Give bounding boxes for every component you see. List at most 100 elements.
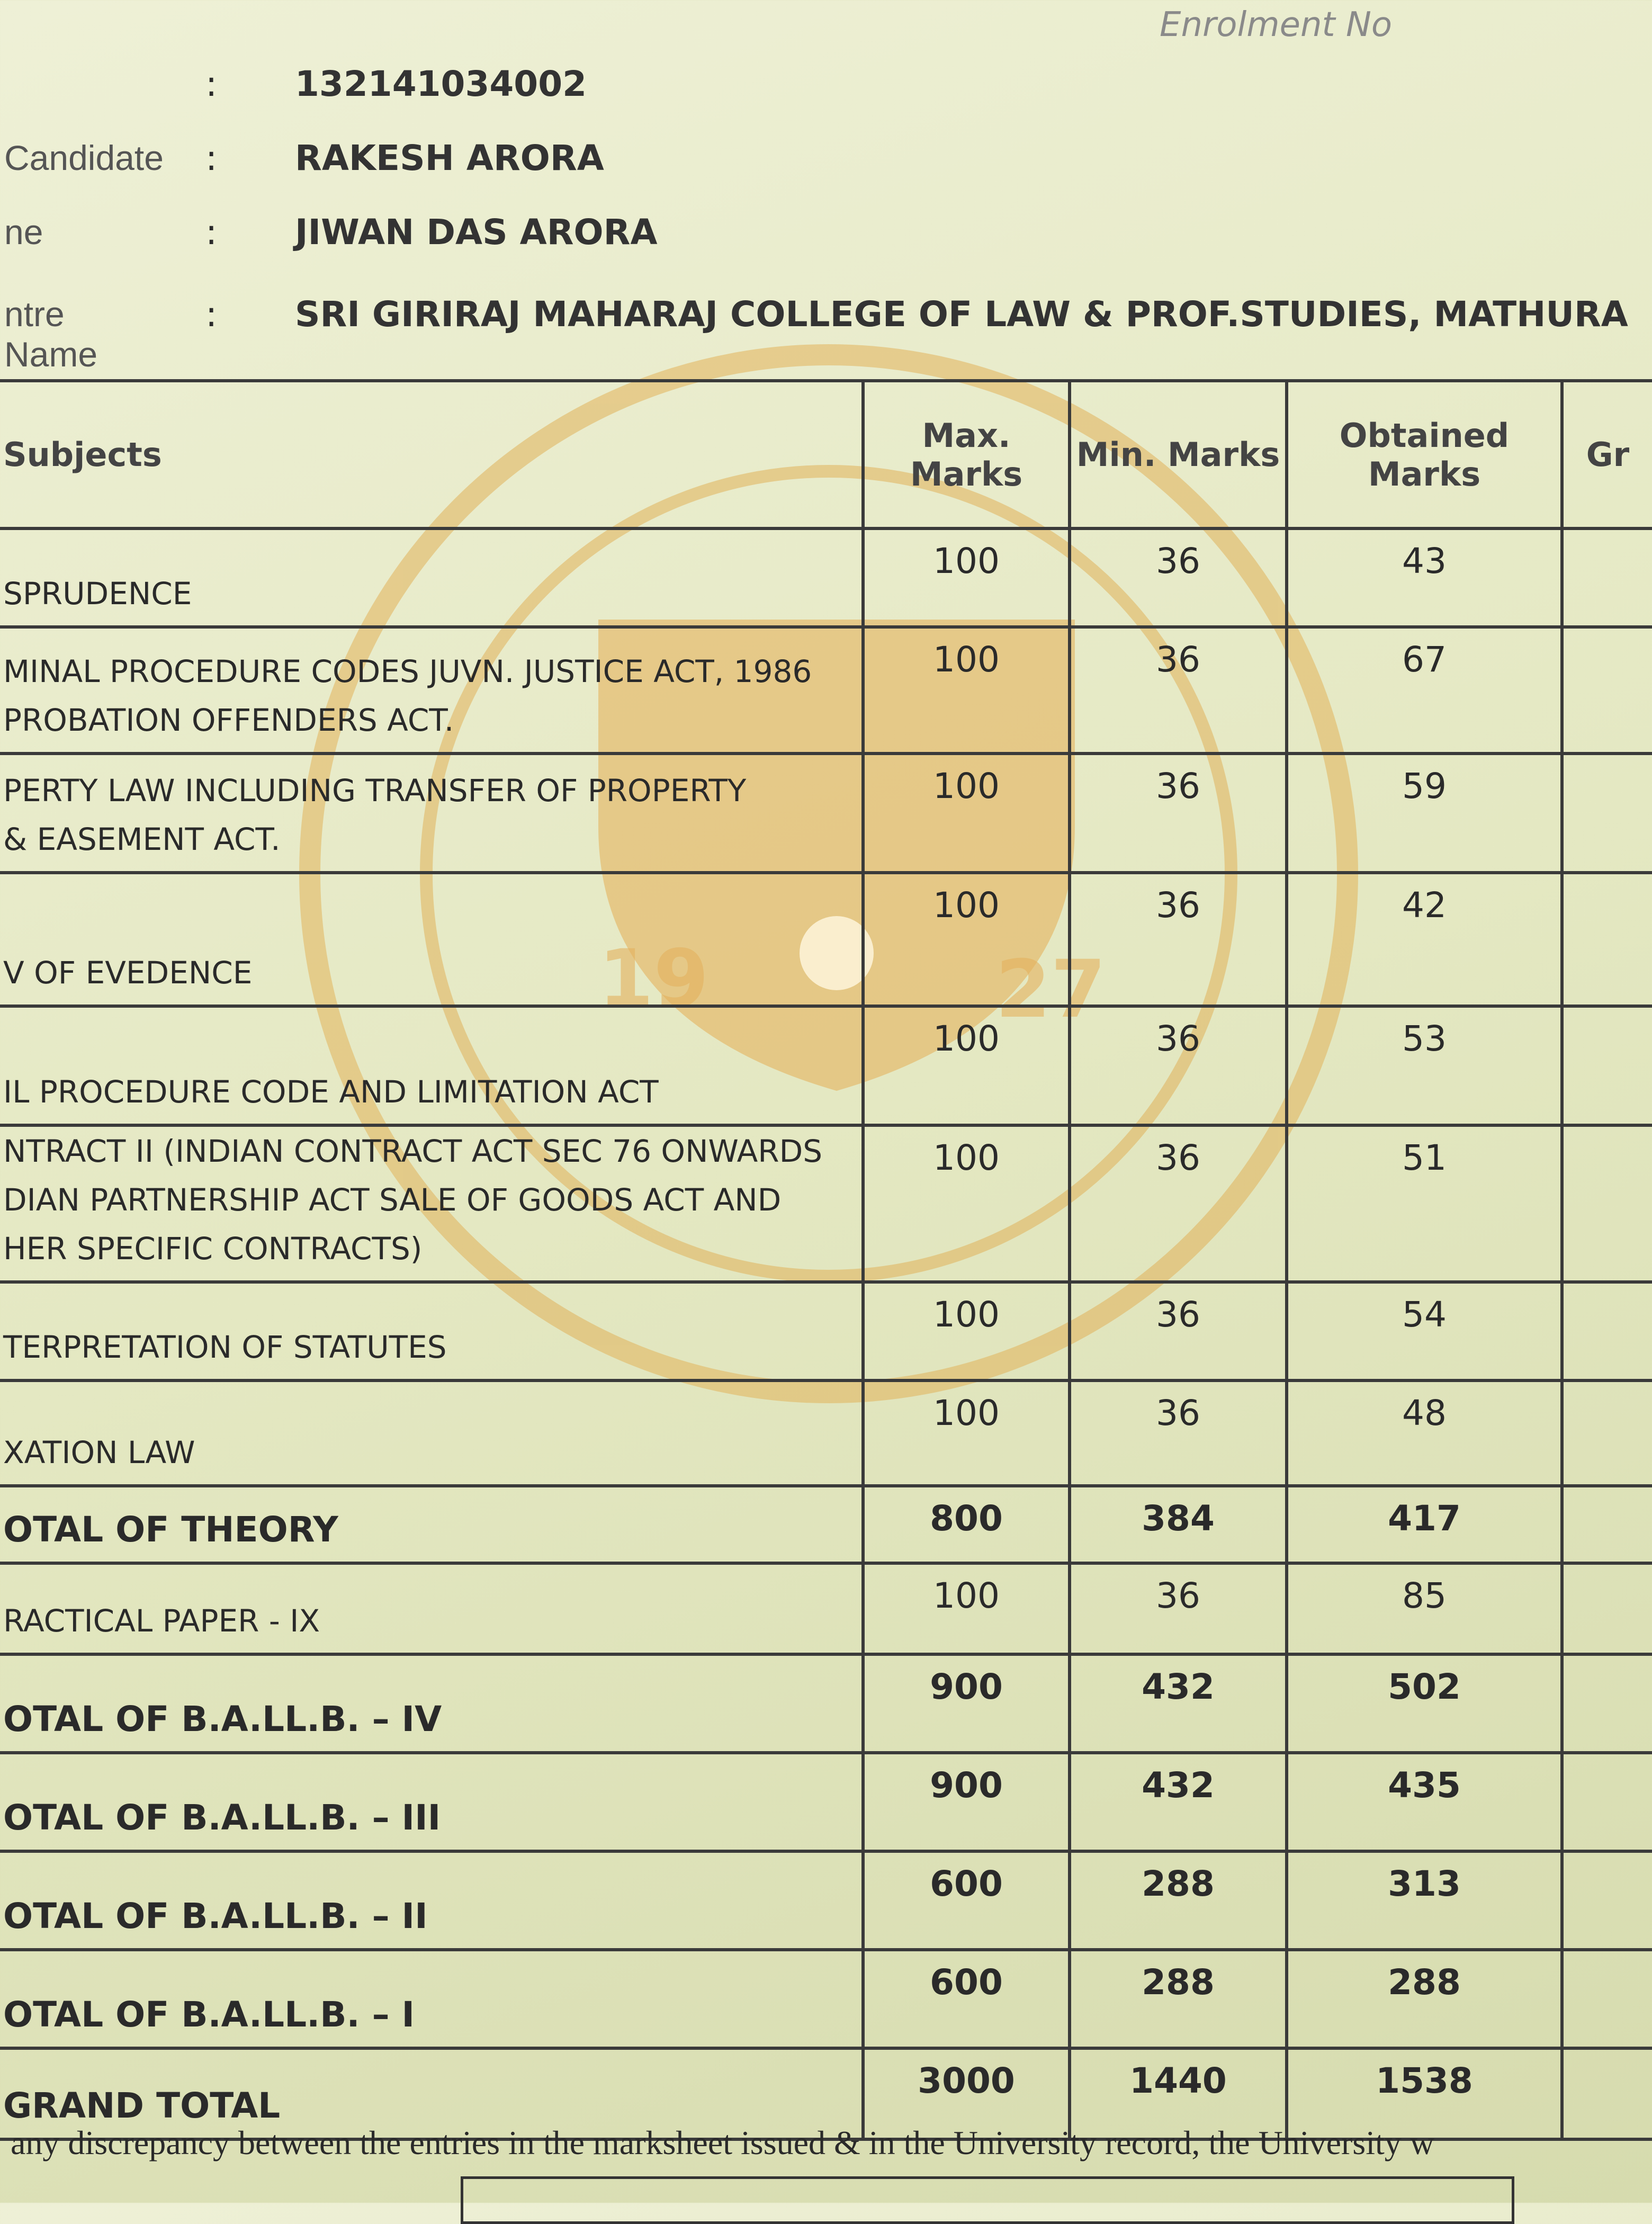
min-marks: 432 [1068,1653,1288,1754]
subject-line: XATION LAW [3,1434,195,1470]
obtained-marks: 42 [1285,871,1564,1008]
grade-cell [1560,1484,1652,1565]
column-header: Obtained Marks [1285,379,1564,530]
grade-cell [1560,1379,1652,1487]
subject-line: MINAL PROCEDURE CODES JUVN. JUSTICE ACT,… [3,653,812,689]
table-row: OTAL OF B.A.LL.B. – IV 900 432 502 [0,1653,1652,1754]
obtained-marks: 48 [1285,1379,1564,1487]
grade-cell [1560,527,1652,629]
subject-line: V OF EVEDENCE [3,955,253,991]
max-marks: 100 [861,1280,1071,1382]
max-marks: 900 [861,1653,1071,1754]
min-marks: 36 [1068,1379,1288,1487]
min-marks: 36 [1068,1124,1288,1284]
table-row: IL PROCEDURE CODE AND LIMITATION ACT 100 3… [0,1005,1652,1127]
min-marks: 36 [1068,1562,1288,1656]
min-marks: 288 [1068,1948,1288,2050]
obtained-marks: 288 [1285,1948,1564,2050]
max-marks: 100 [861,625,1071,755]
subject-cell: GRAND TOTAL [0,2047,865,2141]
subject-line: & EASEMENT ACT. [3,821,281,857]
subject-line: OTAL OF B.A.LL.B. – II [3,1896,428,1936]
subject-line: IL PROCEDURE CODE AND LIMITATION ACT [3,1074,659,1110]
table-row: OTAL OF B.A.LL.B. – II 600 288 313 [0,1850,1652,1951]
subject-line: TERPRETATION OF STATUTES [3,1329,447,1365]
marks-table: Subjects Max. Marks Min. Marks Obtained Mar… [0,379,1652,2141]
field-value: RAKESH ARORA [295,138,604,178]
table-row: PERTY LAW INCLUDING TRANSFER OF PROPERTY… [0,752,1652,874]
field-value: 132141034002 [295,64,587,104]
grade-cell [1560,1948,1652,2050]
max-marks: 100 [861,1005,1071,1127]
max-marks: 3000 [861,2047,1071,2141]
table-row: SPRUDENCE 100 36 43 [0,527,1652,629]
column-header: Subjects [0,379,865,530]
field-value: JIWAN DAS ARORA [295,212,658,253]
min-marks: 36 [1068,1280,1288,1382]
table-row: OTAL OF THEORY 800 384 417 [0,1484,1652,1565]
subject-cell: MINAL PROCEDURE CODES JUVN. JUSTICE ACT,… [0,625,865,755]
field-label: Candidate [4,138,164,177]
table-row: GRAND TOTAL 3000 1440 1538 [0,2047,1652,2141]
obtained-marks: 313 [1285,1850,1564,1951]
table-row: MINAL PROCEDURE CODES JUVN. JUSTICE ACT,… [0,625,1652,755]
max-marks: 100 [861,1379,1071,1487]
min-marks: 36 [1068,527,1288,629]
colon: : [205,212,218,253]
subject-line: HER SPECIFIC CONTRACTS) [3,1231,423,1267]
min-marks: 36 [1068,1005,1288,1127]
max-marks: 600 [861,1850,1071,1951]
subject-cell: V OF EVEDENCE [0,871,865,1008]
colon: : [205,138,218,178]
table-row: NTRACT II (INDIAN CONTRACT ACT SEC 76 ON… [0,1124,1652,1284]
subject-cell: OTAL OF B.A.LL.B. – I [0,1948,865,2050]
subject-cell: OTAL OF B.A.LL.B. – IV [0,1653,865,1754]
min-marks: 36 [1068,752,1288,874]
subject-cell: NTRACT II (INDIAN CONTRACT ACT SEC 76 ON… [0,1124,865,1284]
obtained-marks: 54 [1285,1280,1564,1382]
max-marks: 900 [861,1751,1071,1853]
grade-cell [1560,1653,1652,1754]
footer-note: any discrepancy between the entries in t… [11,2124,1434,2162]
grade-cell [1560,1751,1652,1853]
subject-line: OTAL OF B.A.LL.B. – III [3,1797,441,1838]
subject-line: OTAL OF B.A.LL.B. – I [3,1994,415,2035]
min-marks: 36 [1068,625,1288,755]
max-marks: 800 [861,1484,1071,1565]
field-value: SRI GIRIRAJ MAHARAJ COLLEGE OF LAW & PRO… [295,294,1628,335]
grade-cell [1560,1562,1652,1656]
grade-cell [1560,1005,1652,1127]
subject-line: DIAN PARTNERSHIP ACT SALE OF GOODS ACT A… [3,1182,782,1218]
grade-cell [1560,625,1652,755]
max-marks: 100 [861,1124,1071,1284]
subject-line: OTAL OF B.A.LL.B. – IV [3,1699,442,1739]
subject-line: SPRUDENCE [3,576,192,612]
max-marks: 600 [861,1948,1071,2050]
min-marks: 1440 [1068,2047,1288,2141]
grade-cell [1560,1850,1652,1951]
grade-cell [1560,1280,1652,1382]
subject-cell: PERTY LAW INCLUDING TRANSFER OF PROPERTY… [0,752,865,874]
subject-cell: OTAL OF THEORY [0,1484,865,1565]
colon: : [205,294,218,335]
grade-cell [1560,1124,1652,1284]
min-marks: 288 [1068,1850,1288,1951]
max-marks: 100 [861,527,1071,629]
max-marks: 100 [861,871,1071,1008]
subject-cell: IL PROCEDURE CODE AND LIMITATION ACT [0,1005,865,1127]
subject-line: NTRACT II (INDIAN CONTRACT ACT SEC 76 ON… [3,1133,823,1169]
column-header: Min. Marks [1068,379,1288,530]
grade-cell [1560,2047,1652,2141]
obtained-marks: 51 [1285,1124,1564,1284]
subject-cell: RACTICAL PAPER - IX [0,1562,865,1656]
subject-line: PROBATION OFFENDERS ACT. [3,702,454,738]
subject-line: OTAL OF THEORY [3,1509,338,1550]
min-marks: 36 [1068,871,1288,1008]
min-marks: 384 [1068,1484,1288,1565]
column-header: Max. Marks [861,379,1071,530]
table-row: XATION LAW 100 36 48 [0,1379,1652,1487]
signature-box [461,2176,1514,2224]
subject-cell: TERPRETATION OF STATUTES [0,1280,865,1382]
colon: : [205,64,218,104]
subject-cell: OTAL OF B.A.LL.B. – II [0,1850,865,1951]
